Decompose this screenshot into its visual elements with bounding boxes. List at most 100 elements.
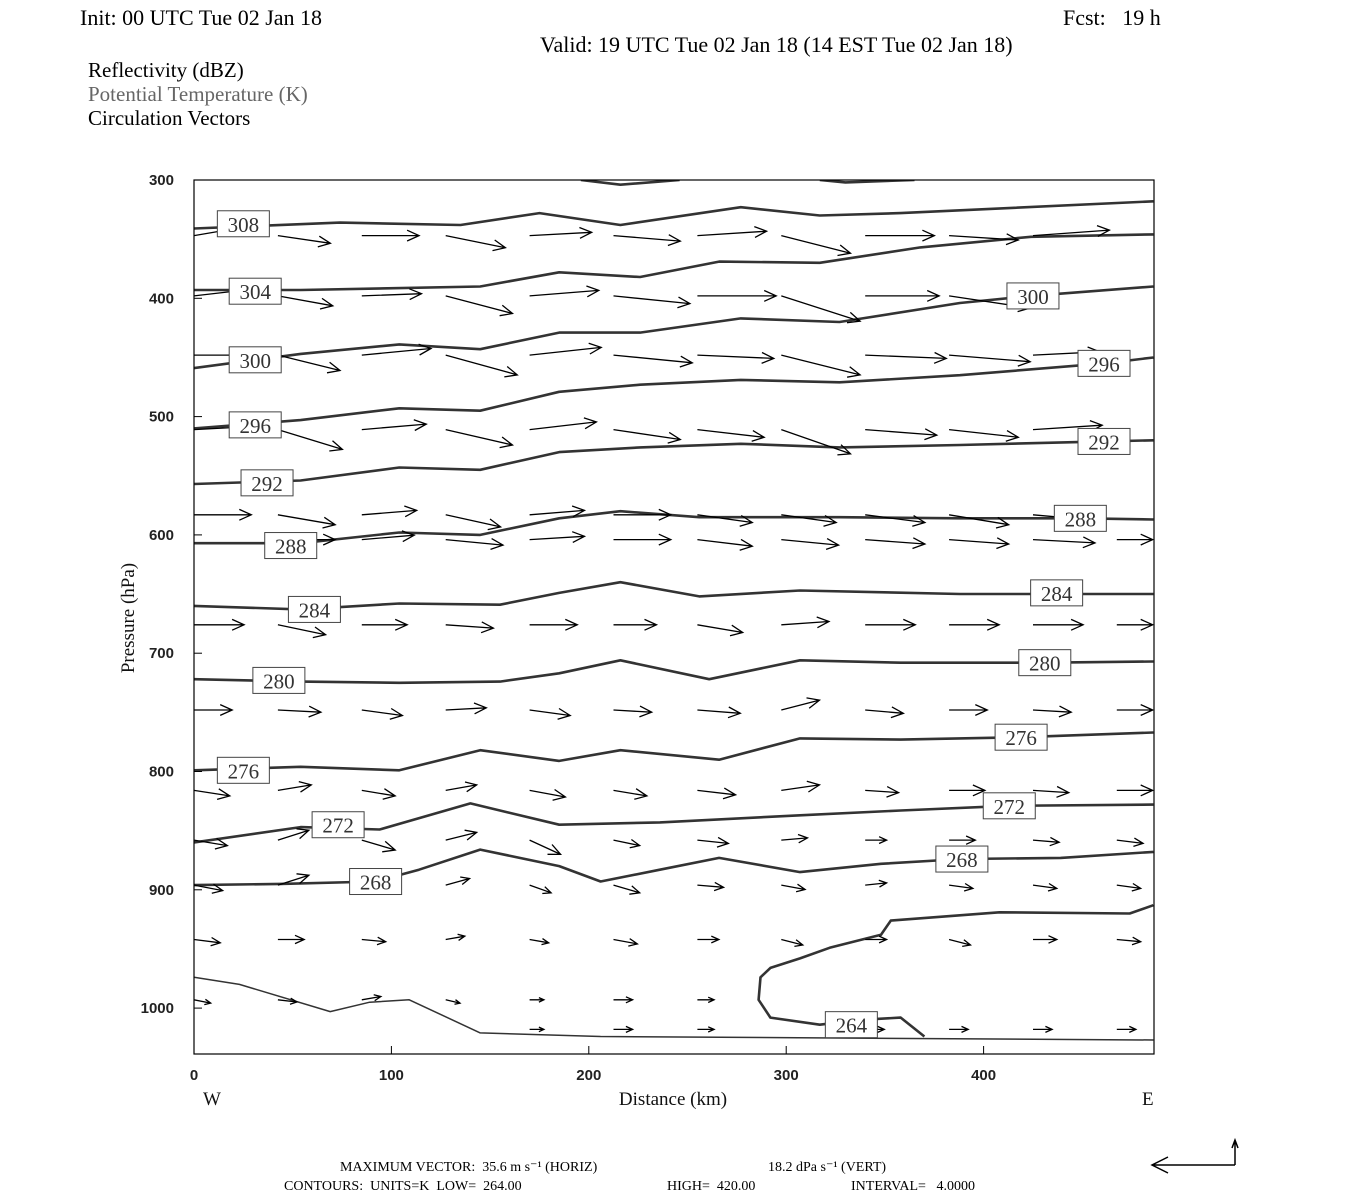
theta-contour-308	[194, 200, 1154, 230]
contour-label-box	[1077, 427, 1131, 455]
circulation-vector	[445, 354, 519, 378]
circulation-vector	[445, 999, 462, 1005]
circulation-vector	[781, 697, 822, 711]
contour-label: 304	[239, 280, 271, 304]
circulation-vector	[1116, 936, 1143, 946]
contour-label-box	[216, 756, 270, 784]
contour-label: 268	[946, 848, 978, 872]
theta-contour-268	[194, 848, 1154, 887]
circulation-vector	[529, 505, 587, 518]
circulation-vector	[445, 702, 488, 715]
circulation-vector	[697, 225, 769, 238]
circulation-vector	[361, 707, 404, 720]
circulation-vector	[277, 873, 311, 886]
circulation-vector	[697, 514, 754, 527]
circulation-vector	[949, 704, 989, 716]
contour-label: 296	[239, 414, 271, 438]
circulation-vector	[361, 343, 433, 356]
legend-potential-temperature: Potential Temperature (K)	[88, 82, 308, 106]
circulation-vector	[529, 707, 572, 720]
x-tick-label: 400	[971, 1067, 996, 1084]
contour-label: 264	[836, 1014, 868, 1038]
y-tick-label: 600	[149, 527, 174, 544]
contour-label-box	[1018, 649, 1072, 677]
circulation-vector	[277, 234, 332, 248]
circulation-vector	[445, 876, 472, 886]
circulation-vector	[194, 837, 229, 850]
y-tick-label: 500	[149, 409, 174, 426]
circulation-vector	[865, 514, 927, 527]
east-label: E	[1142, 1089, 1154, 1110]
circulation-vector	[277, 514, 337, 529]
circulation-vector	[529, 1026, 546, 1033]
circulation-vector	[1032, 536, 1097, 549]
circulation-vector	[613, 788, 649, 800]
contour-label-box	[240, 469, 294, 497]
circulation-vector	[865, 618, 917, 631]
circulation-vector	[1116, 837, 1145, 848]
circulation-vector	[697, 428, 766, 442]
circulation-vector	[613, 938, 639, 947]
circulation-vector	[865, 786, 901, 798]
contour-label: 284	[299, 598, 331, 622]
circulation-vector	[445, 829, 479, 841]
circulation-vector	[949, 233, 1020, 246]
contour-label: 268	[360, 871, 392, 895]
init-time: Init: 00 UTC Tue 02 Jan 18	[80, 5, 322, 30]
contour-label: 308	[228, 213, 260, 237]
circulation-vector	[949, 537, 1011, 550]
contour-label: 272	[994, 795, 1026, 819]
contour-label: 296	[1088, 352, 1120, 376]
theta-contour-276	[194, 731, 1154, 772]
circulation-vector	[1033, 935, 1059, 944]
circulation-vector	[194, 618, 246, 631]
circulation-vector	[277, 934, 306, 945]
circulation-vector	[361, 530, 416, 543]
theta-contour-288	[194, 509, 1154, 545]
circulation-vector	[194, 998, 213, 1006]
circulation-vector	[613, 884, 642, 895]
circulation-vector	[613, 354, 694, 368]
contour-label-box	[228, 411, 282, 439]
theta-contour-312	[580, 180, 680, 186]
legend-circulation-vectors: Circulation Vectors	[88, 106, 250, 130]
circulation-vector	[1116, 618, 1154, 631]
circulation-vector	[445, 234, 507, 252]
circulation-vector	[865, 879, 889, 888]
x-axis-title: Distance (km)	[619, 1089, 727, 1110]
circulation-vector	[697, 538, 754, 551]
circulation-vector	[948, 514, 1011, 529]
theta-contour-292	[194, 439, 1154, 486]
circulation-vector	[194, 883, 225, 894]
circulation-vector	[697, 624, 745, 637]
circulation-vector	[277, 295, 335, 310]
circulation-vector	[361, 288, 424, 301]
theta-contour-296	[194, 356, 1154, 430]
circulation-vector	[949, 1025, 970, 1033]
circulation-vector	[277, 354, 342, 374]
circulation-vector	[529, 342, 603, 356]
contour-label-box	[994, 723, 1048, 751]
contour-label-box	[287, 595, 341, 623]
circulation-vector	[194, 704, 234, 716]
circulation-vector	[1032, 882, 1059, 892]
contour-label-box	[349, 868, 403, 896]
circulation-vector	[865, 289, 941, 302]
contour-label-box	[216, 210, 270, 238]
circulation-vector	[613, 838, 642, 849]
circulation-vector	[361, 788, 397, 800]
circulation-vector	[529, 788, 567, 801]
contour-high: HIGH= 420.00	[667, 1179, 755, 1194]
contour-label: 276	[1005, 726, 1037, 750]
theta-contour-312	[819, 180, 915, 184]
contour-label: 292	[251, 472, 283, 496]
max-vector-vert: 18.2 dPa s⁻¹ (VERT)	[768, 1160, 886, 1175]
valid-time: Valid: 19 UTC Tue 02 Jan 18 (14 EST Tue …	[540, 32, 1013, 57]
contour-label: 280	[263, 669, 295, 693]
circulation-vector	[697, 351, 776, 364]
circulation-vector	[445, 933, 467, 941]
circulation-vector	[361, 505, 419, 518]
circulation-vector	[529, 531, 587, 543]
reference-vector-icon	[1150, 1137, 1239, 1174]
circulation-vector	[865, 836, 889, 845]
